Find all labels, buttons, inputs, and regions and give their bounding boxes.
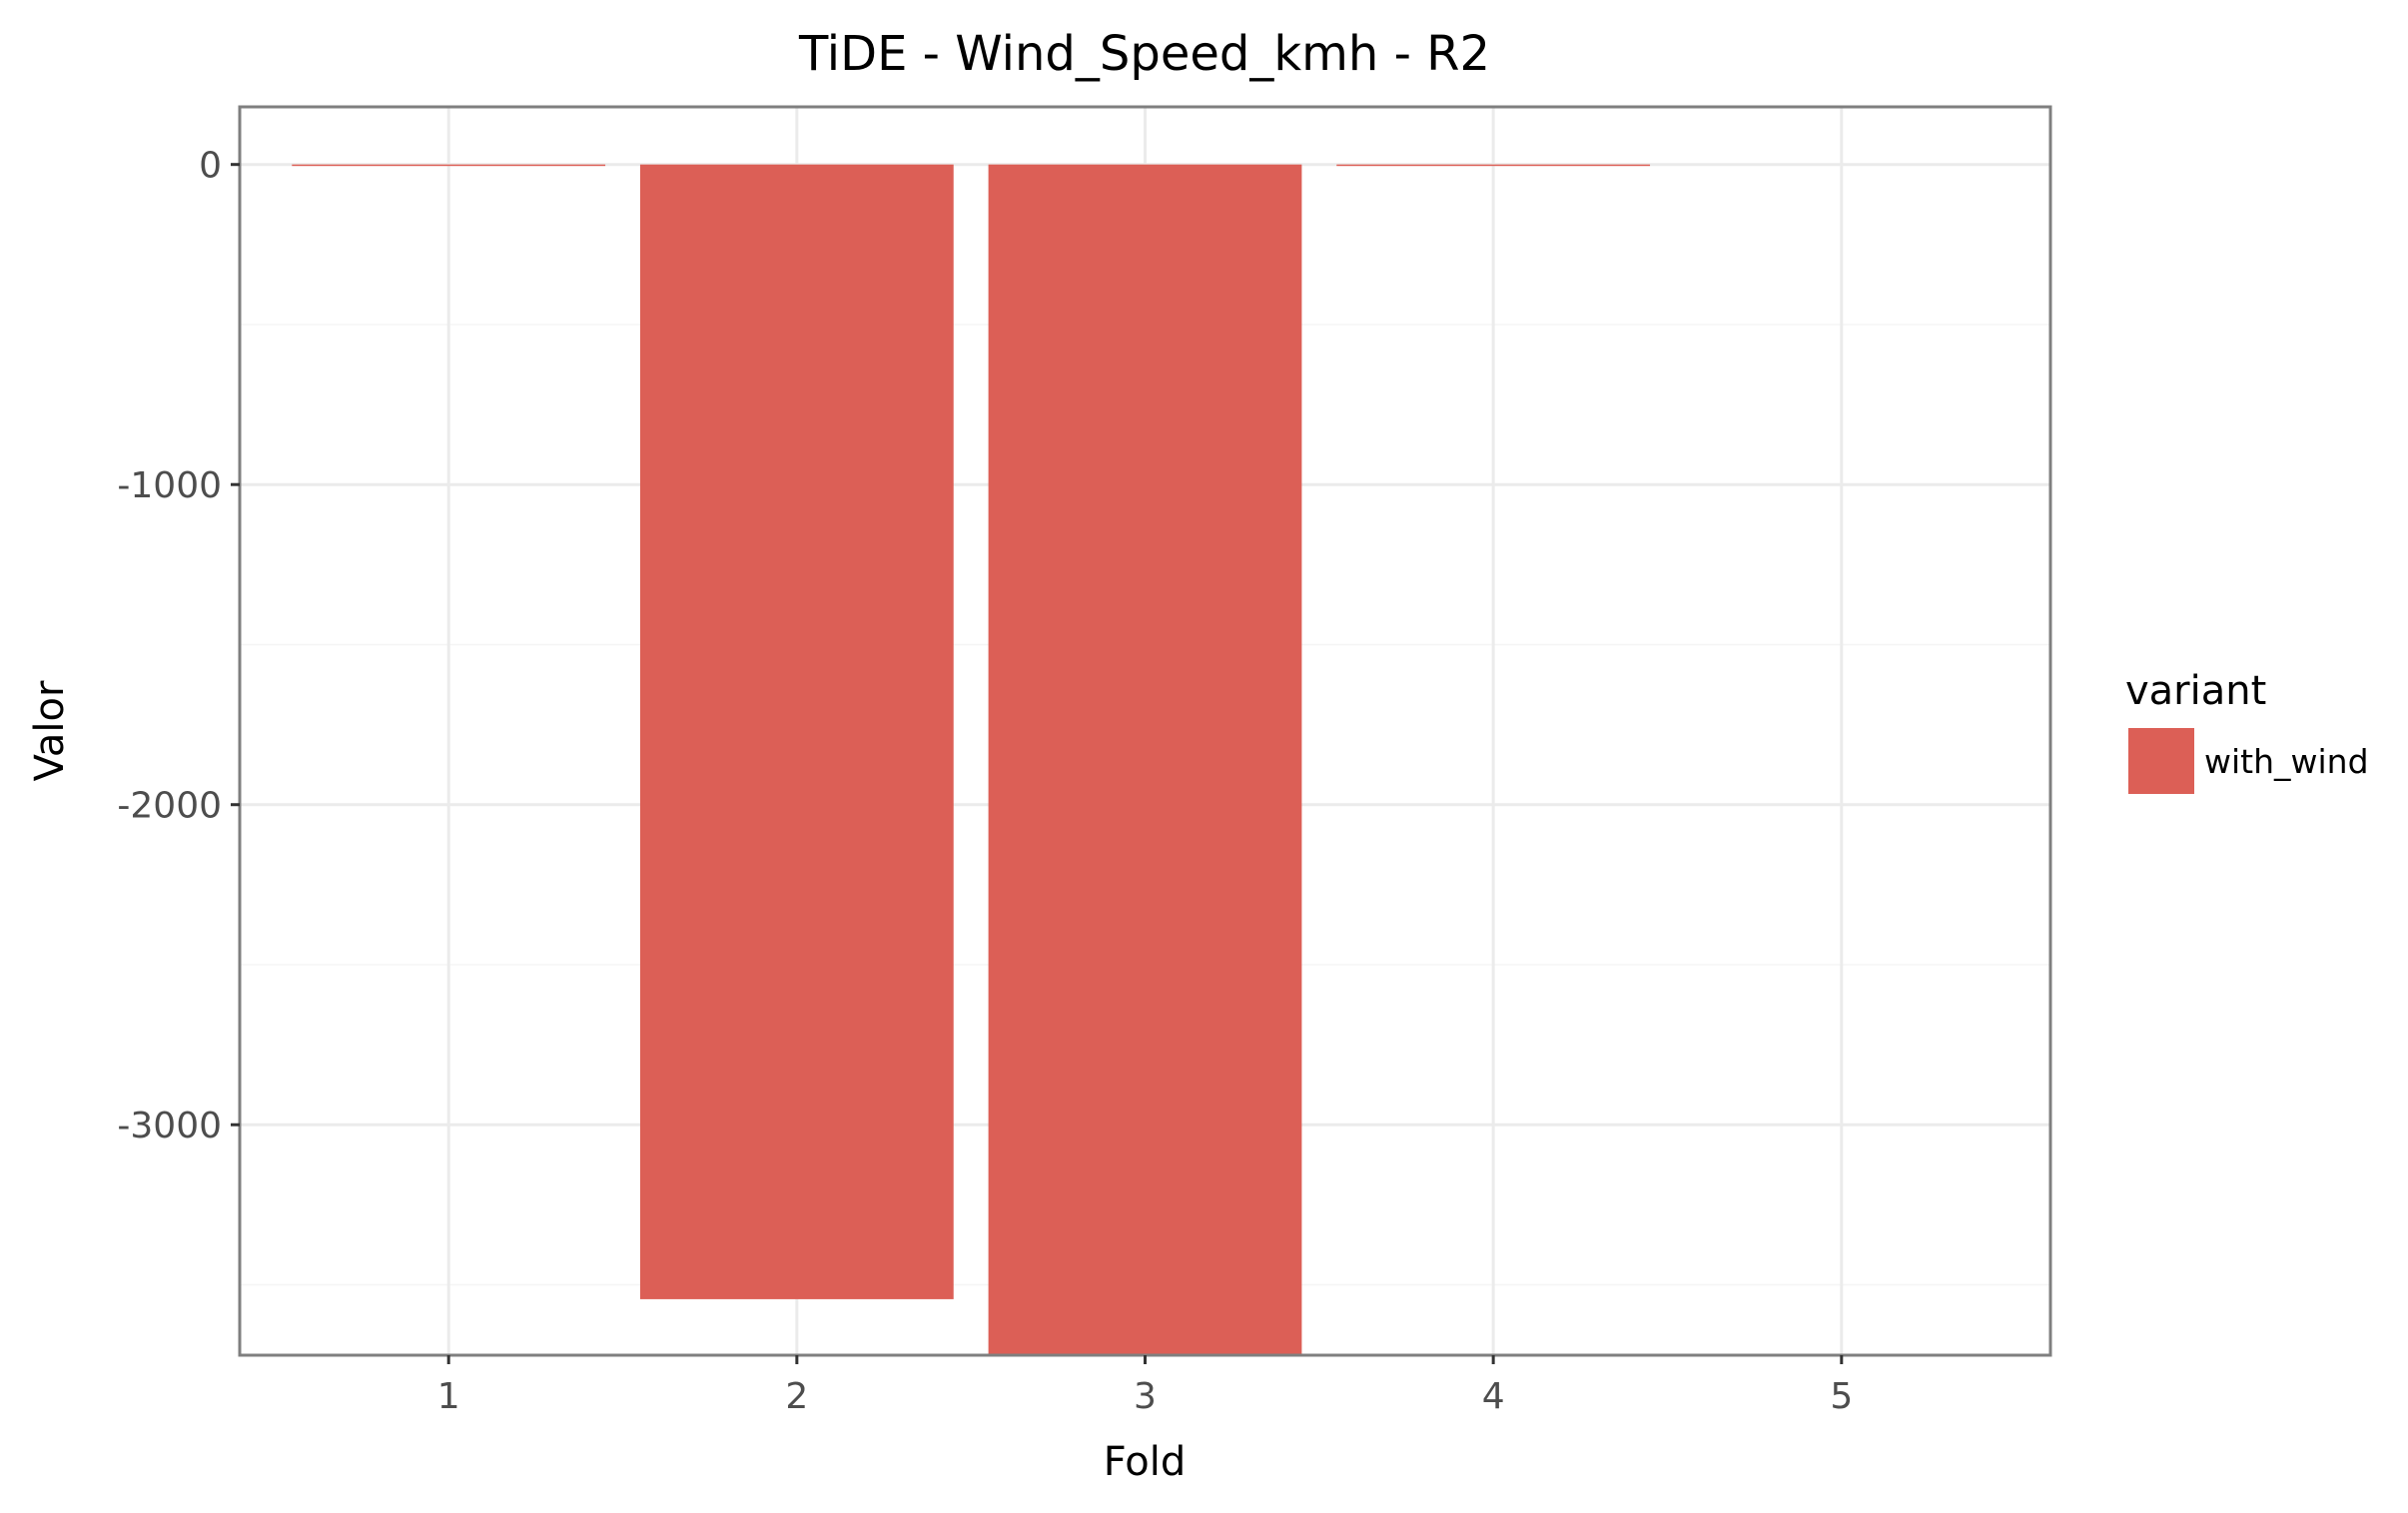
y-tick-label: -2000 xyxy=(117,786,222,827)
chart-title: TiDE - Wind_Speed_kmh - R2 xyxy=(798,26,1490,82)
x-axis: 1 2 3 4 5 xyxy=(437,1355,1853,1417)
legend-swatch-with-wind xyxy=(2128,728,2194,794)
bar-fold-1 xyxy=(292,164,606,167)
x-axis-title: Fold xyxy=(1104,1439,1187,1485)
legend: variant with_wind xyxy=(2125,668,2369,794)
bars-layer xyxy=(292,164,1651,1356)
x-tick-label: 1 xyxy=(437,1376,460,1417)
x-tick-label: 3 xyxy=(1134,1376,1157,1417)
y-tick-label: 0 xyxy=(199,146,222,187)
bar-fold-4 xyxy=(1336,164,1651,167)
legend-label-with-wind: with_wind xyxy=(2204,742,2369,781)
x-tick-label: 4 xyxy=(1482,1376,1505,1417)
bar-fold-3 xyxy=(988,164,1302,1356)
y-tick-label: -3000 xyxy=(117,1106,222,1146)
y-axis-title: Valor xyxy=(27,680,73,781)
x-tick-label: 2 xyxy=(785,1376,808,1417)
x-tick-label: 5 xyxy=(1830,1376,1853,1417)
bar-fold-2 xyxy=(639,164,954,1299)
y-axis: 0 -1000 -2000 -3000 xyxy=(117,146,240,1146)
y-tick-label: -1000 xyxy=(117,465,222,506)
legend-title: variant xyxy=(2125,668,2266,714)
